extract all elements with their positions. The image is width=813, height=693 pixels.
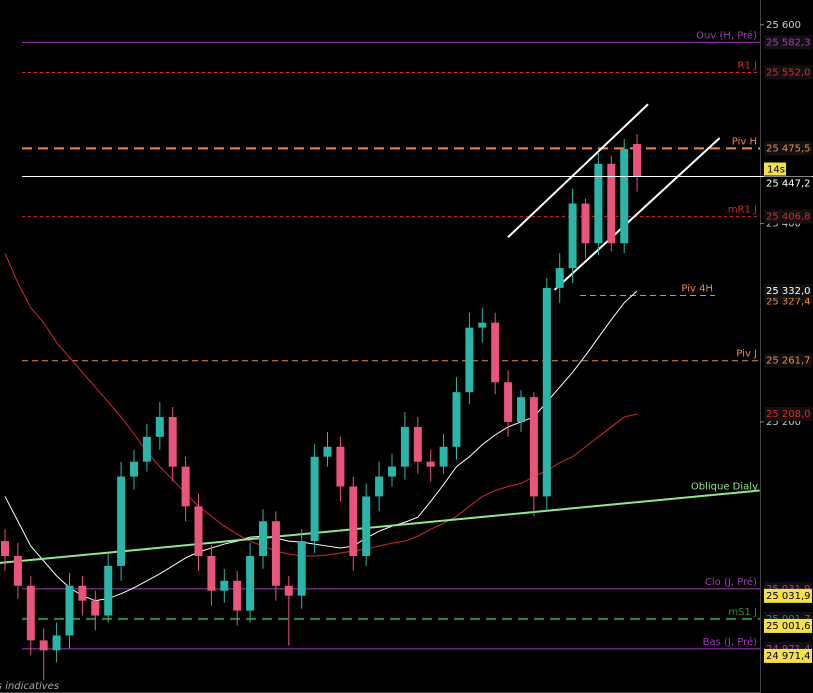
candle-body	[555, 268, 564, 288]
candle-body	[39, 640, 48, 651]
candle-body	[388, 466, 396, 477]
candle-body	[155, 416, 164, 437]
candle-body	[91, 600, 100, 616]
level-name: Bas (J, Pré)	[703, 636, 757, 648]
value-label-box	[764, 65, 812, 80]
candle-body	[194, 506, 203, 556]
level-name: Ouv (H, Pré)	[696, 29, 757, 41]
candle-body	[142, 436, 151, 462]
value-label-box	[764, 176, 812, 191]
candle-body	[310, 456, 319, 542]
price-marker-label: 25 031,9	[766, 591, 811, 602]
value-label-box	[764, 35, 812, 50]
level-name: mR1 J	[728, 205, 757, 216]
candle-body	[478, 322, 487, 328]
candle-body	[26, 585, 35, 641]
ma-value-label: 25 208,0	[766, 409, 811, 420]
level-value-label: 25 475,5	[766, 143, 811, 154]
y-tick-label: 25 600	[766, 20, 801, 31]
candle-body	[568, 203, 577, 269]
price-marker-label: 24 971,4	[766, 651, 811, 662]
candle-body	[220, 580, 229, 591]
candle-body	[130, 461, 138, 477]
candle-body	[529, 397, 538, 497]
current-price-label: 25 447,2	[766, 179, 811, 190]
candle-body	[181, 466, 190, 507]
candle-body	[452, 392, 461, 447]
value-label-box	[764, 141, 812, 156]
level-value-label: 25 327,4	[766, 296, 811, 307]
candle-body	[233, 580, 242, 611]
y-tick-label: 25 200	[766, 417, 801, 428]
level-name: mS1 J	[728, 607, 757, 618]
candle-body	[78, 585, 87, 601]
candle-body	[594, 163, 603, 244]
level-value-label: 25 582,3	[766, 37, 811, 48]
candle-body	[375, 476, 384, 497]
candle-body	[400, 426, 409, 467]
value-label-box	[764, 209, 812, 224]
candle-body	[439, 446, 448, 467]
candle-body	[13, 555, 22, 586]
level-name: Piv 4H	[681, 283, 713, 294]
level-value-label: 25 406,8	[766, 212, 811, 223]
candle-body	[607, 163, 616, 244]
candle-body	[52, 635, 61, 651]
timer-label: 14s	[767, 165, 785, 176]
footnote: Données indicatives	[0, 680, 59, 692]
candle-body	[246, 555, 255, 611]
trendline-label: Oblique Dialy	[691, 481, 758, 492]
candle-body	[1, 541, 9, 556]
value-label-box	[764, 283, 812, 298]
y-tick-label: 25 400	[766, 218, 801, 229]
level-name: Piv H	[732, 136, 757, 147]
candle-body	[633, 143, 642, 177]
value-label-box	[764, 407, 812, 422]
candle-body	[297, 541, 306, 596]
level-name: Piv J	[736, 349, 757, 360]
candle-body	[284, 585, 293, 596]
trendline	[507, 103, 649, 239]
trendline	[0, 489, 760, 564]
candle-body	[349, 486, 358, 556]
candle-body	[542, 287, 551, 497]
candle-body	[581, 203, 590, 244]
candle-body	[362, 496, 371, 556]
price-marker-box	[764, 588, 812, 603]
candle-body	[491, 322, 500, 383]
candle-body	[168, 416, 177, 467]
candle-body	[413, 426, 422, 462]
candle-body	[426, 461, 435, 467]
value-label-box	[764, 353, 812, 368]
level-name: Clo (J, Pré)	[705, 576, 757, 588]
candle-body	[117, 476, 126, 566]
level-value-label: 25 552,0	[766, 67, 811, 78]
candle-body	[104, 565, 113, 616]
level-name: R1 J	[738, 60, 757, 71]
candle-body	[207, 555, 216, 591]
candle-body	[65, 585, 74, 636]
candle-body	[517, 397, 525, 422]
candle-body	[465, 327, 474, 393]
candle-body	[323, 446, 332, 457]
candle-body	[504, 382, 513, 422]
candle-body	[620, 148, 629, 244]
candle-body	[336, 446, 345, 487]
price-marker-box	[764, 648, 812, 663]
level-value-label: 25 261,7	[766, 356, 811, 367]
price-marker-box	[764, 618, 812, 633]
trendline	[553, 137, 721, 291]
candle-body	[271, 521, 280, 586]
price-marker-label: 25 001,6	[766, 621, 811, 632]
ma-value-label: 25 332,0	[766, 286, 811, 297]
timer-box	[764, 162, 786, 176]
candle-body	[259, 521, 267, 556]
